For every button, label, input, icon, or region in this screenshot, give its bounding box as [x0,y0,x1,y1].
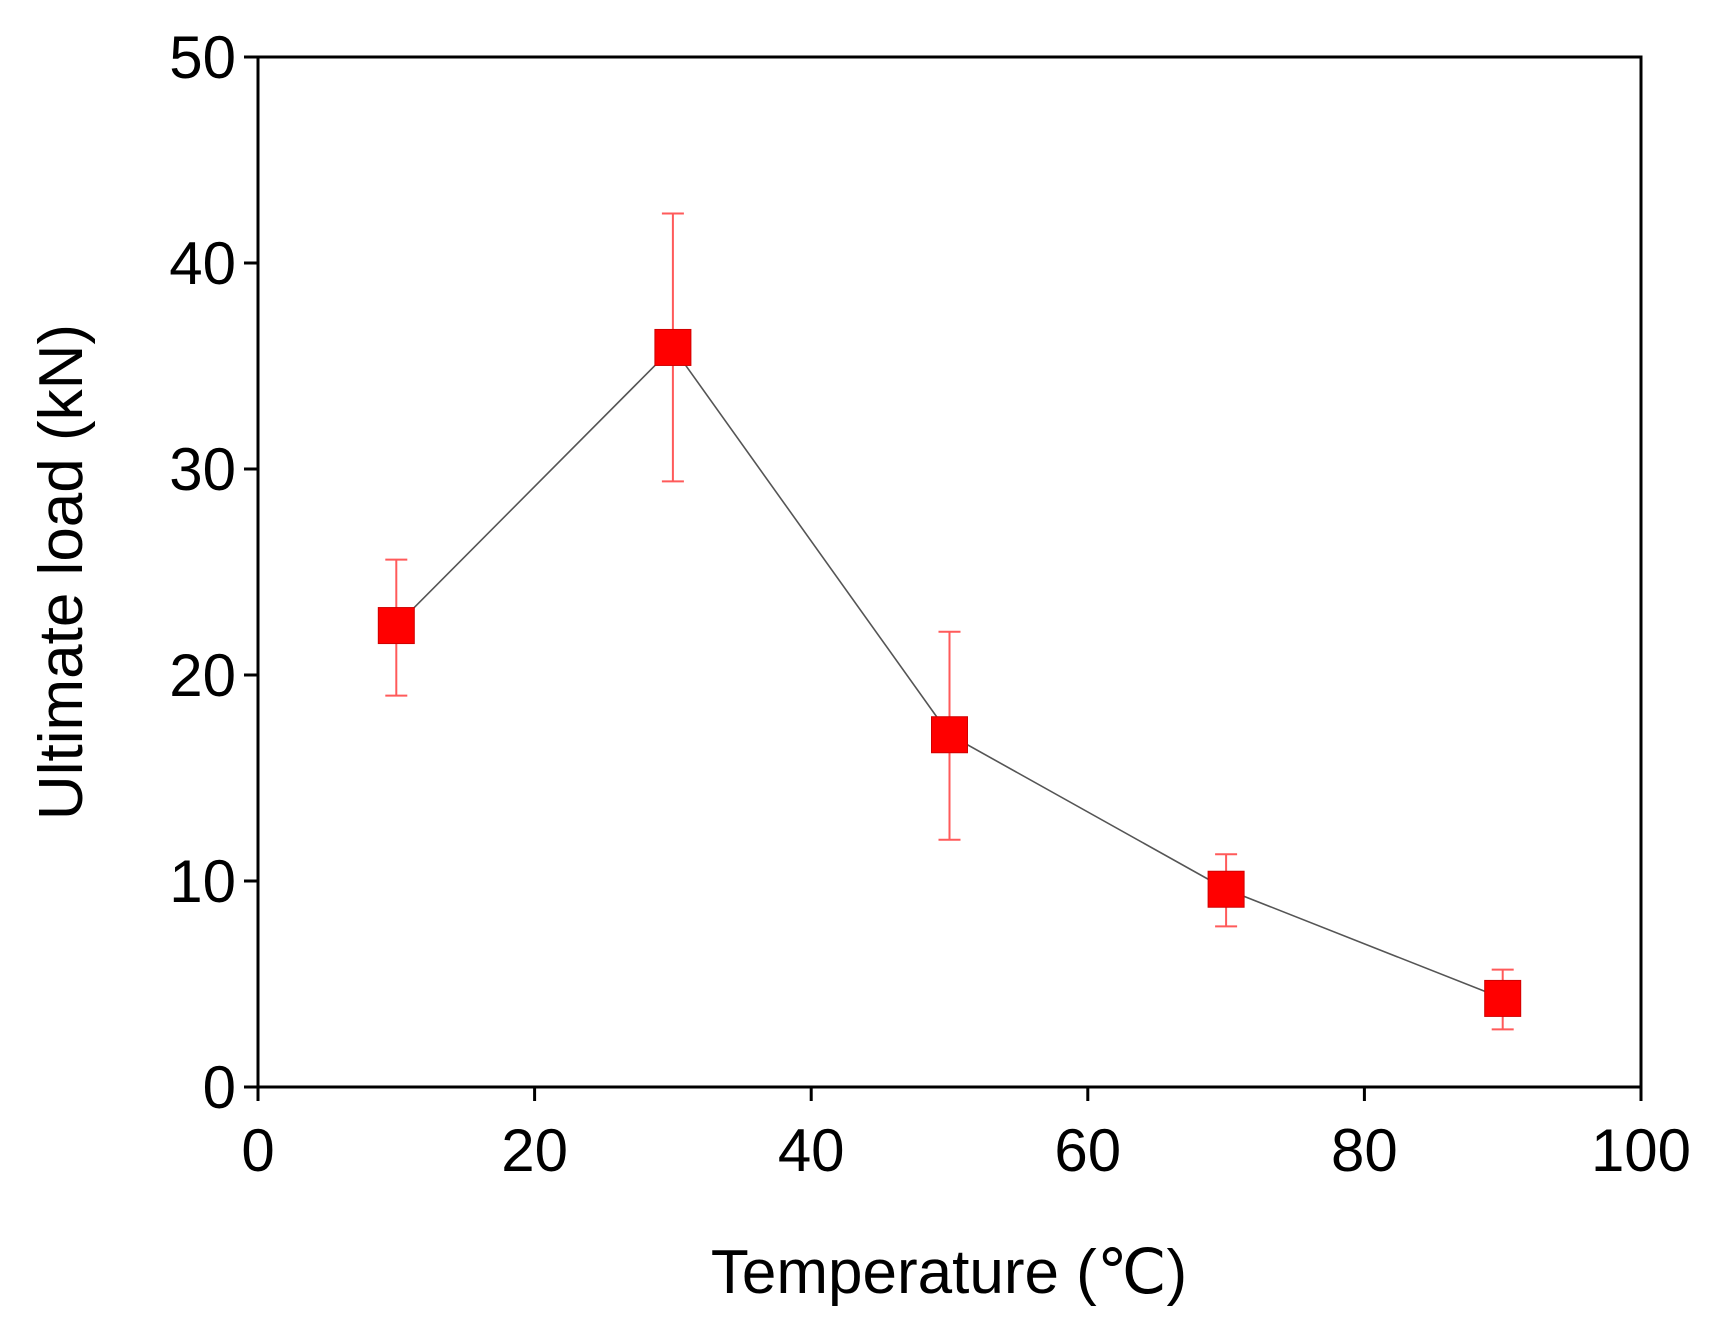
x-tick-label: 0 [241,1117,274,1184]
x-tick-label: 60 [1054,1117,1121,1184]
y-tick-label: 40 [169,230,236,297]
data-point [377,607,415,645]
x-tick-label: 20 [501,1117,568,1184]
plot-area [256,55,1643,1089]
y-tick-label: 0 [203,1054,236,1121]
error-bars [385,212,1514,1031]
y-tick-label: 10 [169,848,236,915]
x-axis-ticks: 0 20 40 60 80 100 [241,1087,1691,1184]
y-axis-title: Ultimate load (kN) [27,324,96,820]
x-tick-label: 100 [1591,1117,1691,1184]
x-tick-label: 80 [1331,1117,1398,1184]
y-tick-label: 50 [169,24,236,91]
data-point [931,716,968,754]
y-axis-ticks: 0 10 20 30 40 50 [169,24,258,1121]
data-point [1207,870,1245,908]
data-markers [377,328,1522,1017]
plot-frame [256,55,1643,1089]
data-point [1484,979,1522,1017]
y-tick-label: 20 [169,642,236,709]
data-point [654,328,692,366]
x-axis-title: Temperature (℃) [711,1238,1187,1307]
y-tick-label: 30 [169,436,236,503]
x-tick-label: 40 [778,1117,845,1184]
